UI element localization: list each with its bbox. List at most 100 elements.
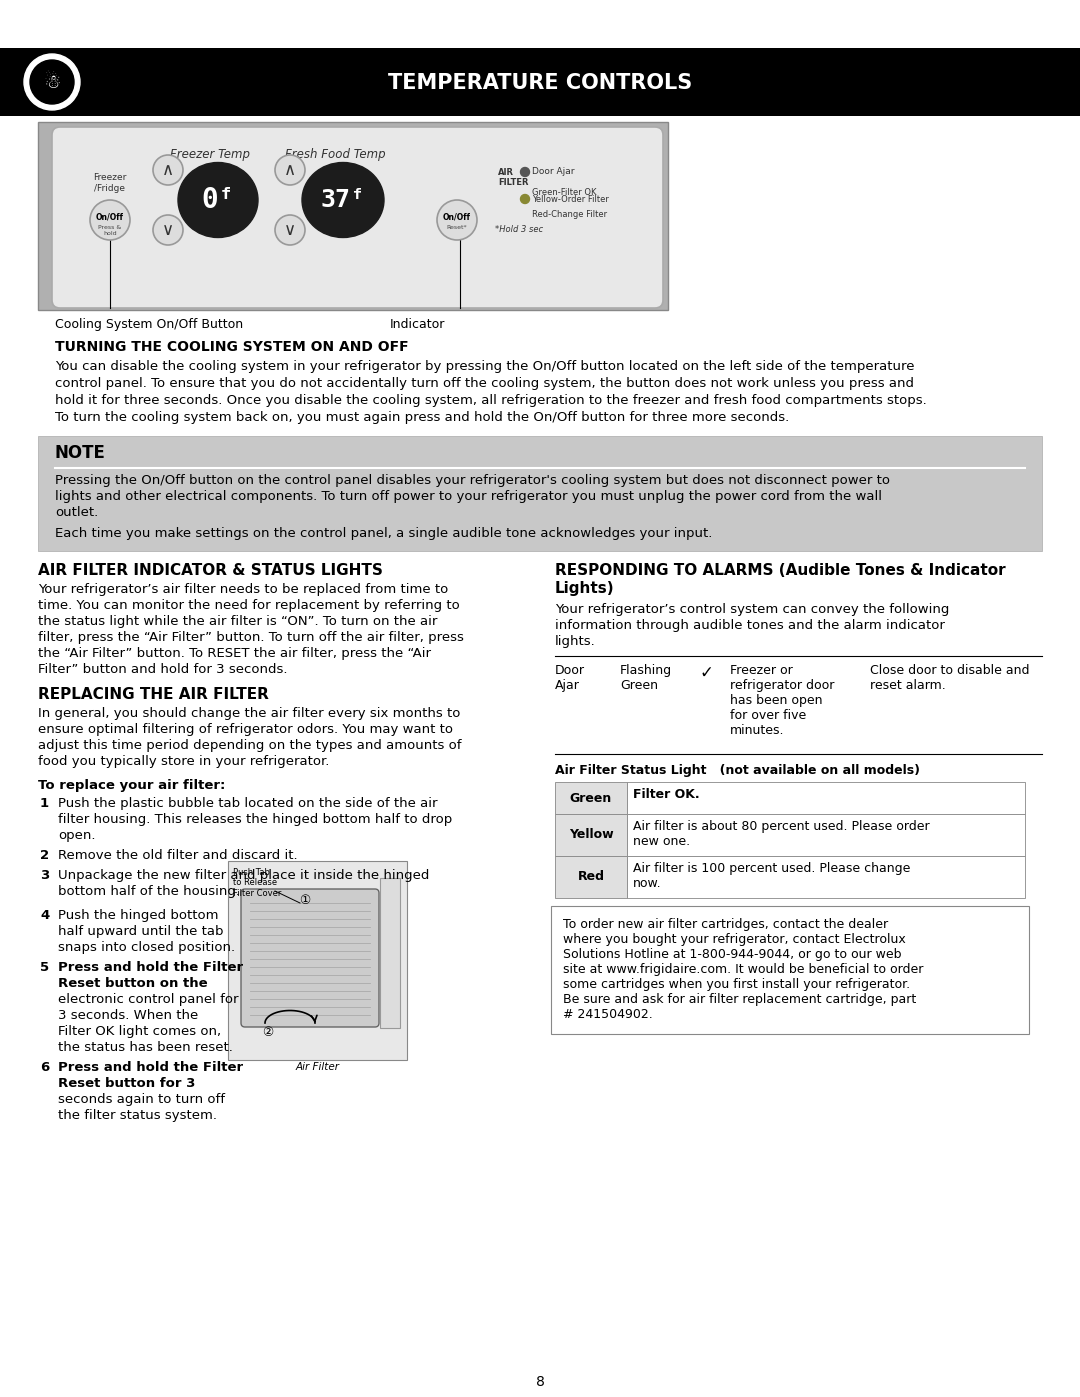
Text: Close door to disable and
reset alarm.: Close door to disable and reset alarm. [870, 664, 1029, 692]
Text: In general, you should change the air filter every six months to: In general, you should change the air fi… [38, 707, 460, 719]
Text: ①: ① [299, 894, 311, 908]
Text: ∨: ∨ [284, 221, 296, 239]
Text: the filter status system.: the filter status system. [58, 1109, 217, 1122]
Text: Air Filter: Air Filter [296, 1062, 339, 1071]
Text: Cooling System On/Off Button: Cooling System On/Off Button [55, 319, 243, 331]
Text: Push the plastic bubble tab located on the side of the air: Push the plastic bubble tab located on t… [58, 798, 437, 810]
Text: Each time you make settings on the control panel, a single audible tone acknowle: Each time you make settings on the contr… [55, 527, 713, 541]
Circle shape [90, 200, 130, 240]
FancyBboxPatch shape [0, 47, 1080, 116]
Text: *Hold 3 sec: *Hold 3 sec [495, 225, 543, 235]
Bar [555, 782, 627, 814]
Text: Pressing the On/Off button on the control panel disables your refrigerator's coo: Pressing the On/Off button on the contro… [55, 474, 890, 488]
Text: To order new air filter cartridges, contact the dealer: To order new air filter cartridges, cont… [563, 918, 888, 930]
Text: Red: Red [578, 870, 605, 883]
Text: ∧: ∧ [162, 161, 174, 179]
Text: ②: ② [262, 1027, 273, 1039]
Text: 8: 8 [536, 1375, 544, 1389]
Text: On/Off: On/Off [443, 212, 471, 222]
Text: Push Tab
to Release
Filter Cover: Push Tab to Release Filter Cover [233, 868, 282, 898]
Text: outlet.: outlet. [55, 506, 98, 520]
Text: Filter” button and hold for 3 seconds.: Filter” button and hold for 3 seconds. [38, 664, 287, 676]
Text: TURNING THE COOLING SYSTEM ON AND OFF: TURNING THE COOLING SYSTEM ON AND OFF [55, 339, 408, 353]
Text: some cartridges when you first install your refrigerator.: some cartridges when you first install y… [563, 978, 910, 990]
Text: Your refrigerator’s air filter needs to be replaced from time to: Your refrigerator’s air filter needs to … [38, 583, 448, 597]
Bar [555, 856, 627, 898]
FancyBboxPatch shape [241, 888, 379, 1027]
Text: Air filter is about 80 percent used. Please order: Air filter is about 80 percent used. Ple… [633, 820, 930, 833]
Text: TEMPERATURE CONTROLS: TEMPERATURE CONTROLS [388, 73, 692, 94]
Text: Indicator: Indicator [390, 319, 445, 331]
Text: Filter OK.: Filter OK. [633, 788, 700, 800]
Text: where you bought your refrigerator, contact Electrolux: where you bought your refrigerator, cont… [563, 933, 906, 946]
Circle shape [275, 215, 305, 244]
Text: Fresh Food Temp: Fresh Food Temp [285, 148, 386, 161]
Circle shape [24, 54, 80, 110]
Circle shape [521, 194, 529, 204]
Text: Red-Change Filter: Red-Change Filter [532, 210, 607, 219]
Text: Remove the old filter and discard it.: Remove the old filter and discard it. [58, 849, 298, 862]
Text: Green: Green [570, 792, 612, 805]
Text: Freezer or
refrigerator door
has been open
for over five
minutes.: Freezer or refrigerator door has been op… [730, 664, 835, 738]
Text: time. You can monitor the need for replacement by referring to: time. You can monitor the need for repla… [38, 599, 460, 612]
Text: Green-Filter OK: Green-Filter OK [532, 189, 596, 197]
Text: To replace your air filter:: To replace your air filter: [38, 780, 226, 792]
Text: Press and hold the Filter: Press and hold the Filter [58, 1060, 243, 1074]
Text: REPLACING THE AIR FILTER: REPLACING THE AIR FILTER [38, 687, 269, 703]
Text: Press and hold the Filter: Press and hold the Filter [58, 961, 243, 974]
Bar [627, 782, 1025, 814]
Text: 6: 6 [40, 1060, 50, 1074]
Text: control panel. To ensure that you do not accidentally turn off the cooling syste: control panel. To ensure that you do not… [55, 377, 914, 390]
Text: To turn the cooling system back on, you must again press and hold the On/Off but: To turn the cooling system back on, you … [55, 411, 789, 425]
Text: Air Filter Status Light   (not available on all models): Air Filter Status Light (not available o… [555, 764, 920, 777]
Text: ☃: ☃ [43, 73, 60, 91]
Circle shape [30, 60, 75, 103]
Ellipse shape [178, 162, 258, 237]
Text: lights.: lights. [555, 636, 596, 648]
Text: Yellow: Yellow [569, 828, 613, 841]
Text: food you typically store in your refrigerator.: food you typically store in your refrige… [38, 754, 329, 768]
Circle shape [275, 155, 305, 184]
Text: open.: open. [58, 828, 95, 842]
Text: the status has been reset.: the status has been reset. [58, 1041, 233, 1053]
Text: site at www.frigidaire.com. It would be beneficial to order: site at www.frigidaire.com. It would be … [563, 963, 923, 977]
Text: the status light while the air filter is “ON”. To turn on the air: the status light while the air filter is… [38, 615, 437, 629]
Text: AIR FILTER INDICATOR & STATUS LIGHTS: AIR FILTER INDICATOR & STATUS LIGHTS [38, 563, 383, 578]
Text: Freezer
/Fridge: Freezer /Fridge [93, 173, 126, 193]
Circle shape [153, 155, 183, 184]
Text: 37ᶠ: 37ᶠ [321, 189, 365, 212]
Text: snaps into closed position.: snaps into closed position. [58, 942, 235, 954]
Text: Press &
hold: Press & hold [98, 225, 122, 236]
Text: 4: 4 [40, 909, 50, 922]
Ellipse shape [302, 162, 384, 237]
Text: Reset*: Reset* [447, 225, 468, 231]
Text: 3: 3 [40, 869, 50, 882]
Text: RESPONDING TO ALARMS (Audible Tones & Indicator: RESPONDING TO ALARMS (Audible Tones & In… [555, 563, 1005, 578]
Text: ✓: ✓ [700, 664, 714, 682]
Text: 3 seconds. When the: 3 seconds. When the [58, 1009, 199, 1023]
FancyBboxPatch shape [228, 861, 407, 1060]
FancyBboxPatch shape [551, 907, 1029, 1034]
Text: Door Ajar: Door Ajar [532, 168, 575, 176]
Text: Reset button for 3: Reset button for 3 [58, 1077, 195, 1090]
Text: electronic control panel for: electronic control panel for [58, 993, 239, 1006]
Text: Reset button on the: Reset button on the [58, 977, 207, 990]
Circle shape [437, 200, 477, 240]
Text: adjust this time period depending on the types and amounts of: adjust this time period depending on the… [38, 739, 461, 752]
Text: Solutions Hotline at 1-800-944-9044, or go to our web: Solutions Hotline at 1-800-944-9044, or … [563, 949, 902, 961]
Circle shape [521, 168, 529, 176]
Text: new one.: new one. [633, 835, 690, 848]
Text: Be sure and ask for air filter replacement cartridge, part: Be sure and ask for air filter replaceme… [563, 993, 916, 1006]
Text: Push the hinged bottom: Push the hinged bottom [58, 909, 218, 922]
Text: half upward until the tab: half upward until the tab [58, 925, 224, 937]
Text: NOTE: NOTE [55, 444, 106, 462]
Text: the “Air Filter” button. To RESET the air filter, press the “Air: the “Air Filter” button. To RESET the ai… [38, 647, 431, 659]
Text: 5: 5 [40, 961, 49, 974]
Text: 2: 2 [40, 849, 49, 862]
Text: Unpackage the new filter and place it inside the hinged: Unpackage the new filter and place it in… [58, 869, 430, 882]
Text: 0ᶠ: 0ᶠ [201, 186, 234, 214]
Text: filter, press the “Air Filter” button. To turn off the air filter, press: filter, press the “Air Filter” button. T… [38, 631, 464, 644]
Text: ∨: ∨ [162, 221, 174, 239]
Text: now.: now. [633, 877, 662, 890]
Text: Air filter is 100 percent used. Please change: Air filter is 100 percent used. Please c… [633, 862, 910, 875]
